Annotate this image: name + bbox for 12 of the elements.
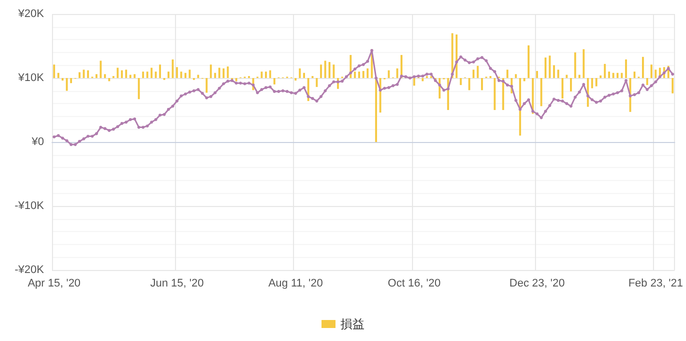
- y-tick-label: ¥10K: [17, 72, 45, 84]
- x-tick-label: Jun 15, '20: [150, 278, 204, 290]
- x-tick-label: Aug 11, '20: [268, 278, 323, 290]
- y-tick-label: -¥20K: [14, 264, 45, 276]
- x-tick-label: Feb 23, '21: [628, 278, 684, 290]
- x-tick-label: Apr 15, '20: [28, 278, 81, 290]
- x-tick-label: Oct 16, '20: [388, 278, 441, 290]
- legend-label: 損益: [340, 317, 364, 331]
- y-tick-label: -¥10K: [14, 200, 45, 212]
- y-tick-label: ¥20K: [17, 8, 45, 20]
- y-tick-label: ¥0: [30, 136, 44, 148]
- x-tick-label: Dec 23, '20: [509, 278, 565, 290]
